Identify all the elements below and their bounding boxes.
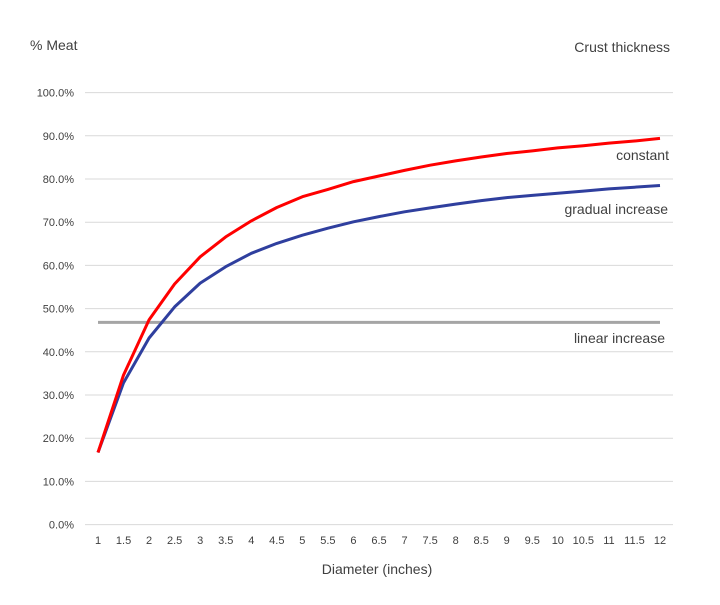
x-tick-label: 3 — [197, 535, 203, 547]
series-line-constant — [96, 136, 661, 453]
chart-title: Crust thickness — [574, 39, 670, 55]
y-tick-label: 90.0% — [43, 131, 74, 143]
y-tick-label: 10.0% — [43, 476, 74, 488]
y-tick-label: 40.0% — [43, 347, 74, 359]
x-axis-title: Diameter (inches) — [322, 561, 432, 577]
x-tick-label: 3.5 — [218, 535, 233, 547]
x-tick-label: 6 — [350, 535, 356, 547]
series-label-linear-increase: linear increase — [574, 330, 665, 346]
x-tick-label: 10.5 — [573, 535, 594, 547]
y-tick-labels: 0.0% 10.0% 20.0% 30.0% 40.0% 50.0% 60.0% 70.0% 8… — [37, 88, 75, 532]
x-tick-label: 10 — [552, 535, 564, 547]
x-tick-label: 9.5 — [525, 535, 540, 547]
series-line-gradual-increase — [96, 184, 661, 454]
series-label-constant: constant — [616, 147, 669, 163]
y-axis-title: % Meat — [30, 37, 78, 53]
x-tick-label: 4.5 — [269, 535, 284, 547]
series-labels: linear increase gradual increase constant — [564, 147, 669, 346]
x-tick-label: 6.5 — [371, 535, 386, 547]
x-tick-label: 8 — [453, 535, 459, 547]
y-tick-label: 0.0% — [49, 520, 74, 532]
x-tick-label: 7 — [401, 535, 407, 547]
x-tick-label: 11 — [603, 535, 614, 547]
y-tick-label: 50.0% — [43, 304, 74, 316]
y-tick-label: 60.0% — [43, 260, 74, 272]
x-tick-label: 1.5 — [116, 535, 131, 547]
series-label-gradual-increase: gradual increase — [564, 201, 668, 217]
x-tick-label: 7.5 — [422, 535, 437, 547]
x-tick-label: 12 — [654, 535, 666, 547]
x-tick-label: 8.5 — [474, 535, 489, 547]
x-tick-label: 2.5 — [167, 535, 182, 547]
x-tick-label: 1 — [95, 535, 101, 547]
y-tick-label: 70.0% — [43, 217, 74, 229]
y-tick-label: 30.0% — [43, 390, 74, 402]
x-tick-label: 11.5 — [624, 535, 645, 547]
gridlines — [85, 92, 673, 526]
y-tick-label: 20.0% — [43, 433, 74, 445]
y-tick-label: 100.0% — [37, 88, 75, 100]
x-tick-label: 9 — [504, 535, 510, 547]
x-tick-label: 5 — [299, 535, 305, 547]
x-tick-label: 4 — [248, 535, 254, 547]
x-tick-label: 2 — [146, 535, 152, 547]
x-tick-labels: 1 1.5 2 2.5 3 3.5 4 4.5 5 5.5 6 6.5 7 7.5 8 8.5 9 9.5 10 10… — [95, 535, 666, 547]
x-tick-label: 5.5 — [320, 535, 335, 547]
y-tick-label: 80.0% — [43, 174, 74, 186]
series-lines — [96, 136, 661, 454]
